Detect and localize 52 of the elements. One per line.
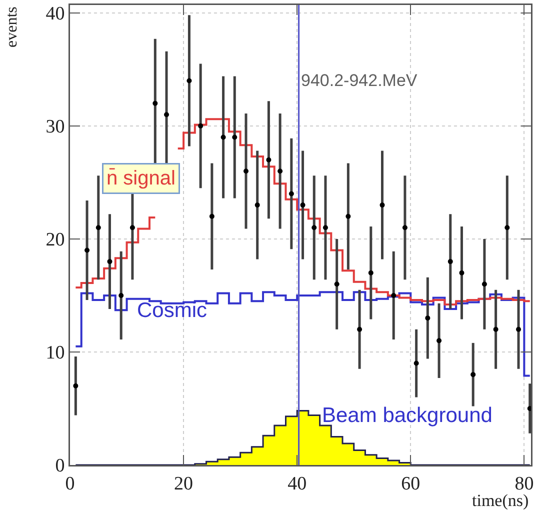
point (164, 112, 170, 118)
point (322, 225, 328, 230)
point (414, 360, 419, 366)
point (278, 168, 283, 174)
y-axis-title: events (4, 6, 20, 48)
point (232, 134, 238, 140)
point (391, 292, 396, 298)
x-tick-label: 20 (174, 473, 194, 494)
point (504, 225, 510, 230)
series-label: Cosmic (137, 299, 208, 322)
point (152, 100, 158, 106)
point (425, 316, 430, 321)
point (254, 202, 260, 208)
y-tick-label: 30 (46, 116, 65, 138)
point (312, 225, 317, 230)
y-tick-label: 20 (46, 230, 65, 251)
point (266, 157, 272, 162)
point (380, 202, 385, 208)
point (300, 202, 306, 208)
point (516, 326, 522, 332)
point (402, 225, 408, 230)
series-label: n̄ signal (106, 168, 176, 190)
y-tick-label: 0 (55, 456, 65, 477)
point (73, 383, 78, 388)
point (186, 78, 192, 84)
point (130, 225, 135, 230)
point (368, 270, 374, 276)
point (96, 225, 101, 230)
x-tick-label: 60 (401, 473, 420, 494)
point (334, 282, 340, 287)
x-tick-label: 40 (288, 473, 307, 494)
point (493, 326, 498, 332)
point (357, 326, 362, 332)
annotation: Beam background (322, 404, 492, 427)
point (220, 134, 226, 140)
point (244, 168, 248, 174)
point (84, 248, 90, 253)
point (118, 292, 124, 298)
point (346, 214, 351, 219)
y-tick-label: 40 (46, 4, 65, 25)
point (198, 123, 204, 128)
point (107, 259, 112, 264)
point (527, 406, 531, 411)
point (288, 191, 294, 196)
point (436, 338, 442, 344)
point (459, 270, 464, 276)
y-tick-label: 10 (46, 342, 65, 364)
point (448, 259, 453, 264)
point (482, 282, 487, 287)
point (470, 372, 476, 378)
annotation: 940.2-942.MeV (301, 71, 418, 90)
point (209, 214, 214, 219)
